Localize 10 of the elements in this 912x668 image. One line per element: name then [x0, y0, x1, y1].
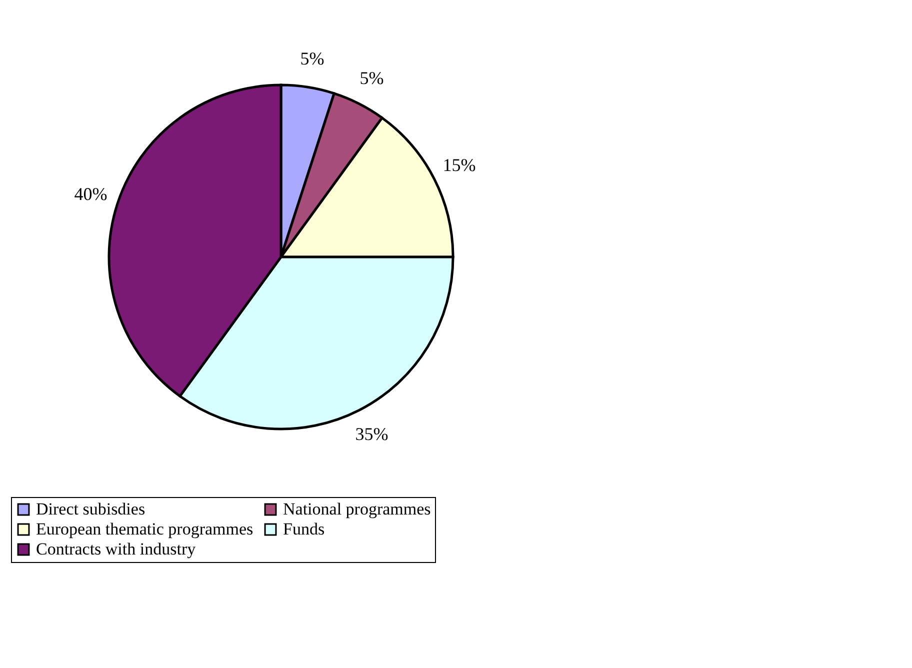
- legend-label: European thematic programmes: [36, 520, 254, 538]
- data-label: 35%: [355, 424, 388, 444]
- legend-label: National programmes: [283, 500, 431, 519]
- data-label: 5%: [300, 48, 324, 68]
- data-label: 40%: [74, 184, 108, 204]
- data-label: 5%: [360, 68, 384, 88]
- legend-label: Funds: [283, 520, 325, 538]
- legend-label: Contracts with industry: [36, 540, 196, 558]
- data-label: 15%: [442, 155, 476, 176]
- legend-label: Direct subisdies: [36, 500, 146, 519]
